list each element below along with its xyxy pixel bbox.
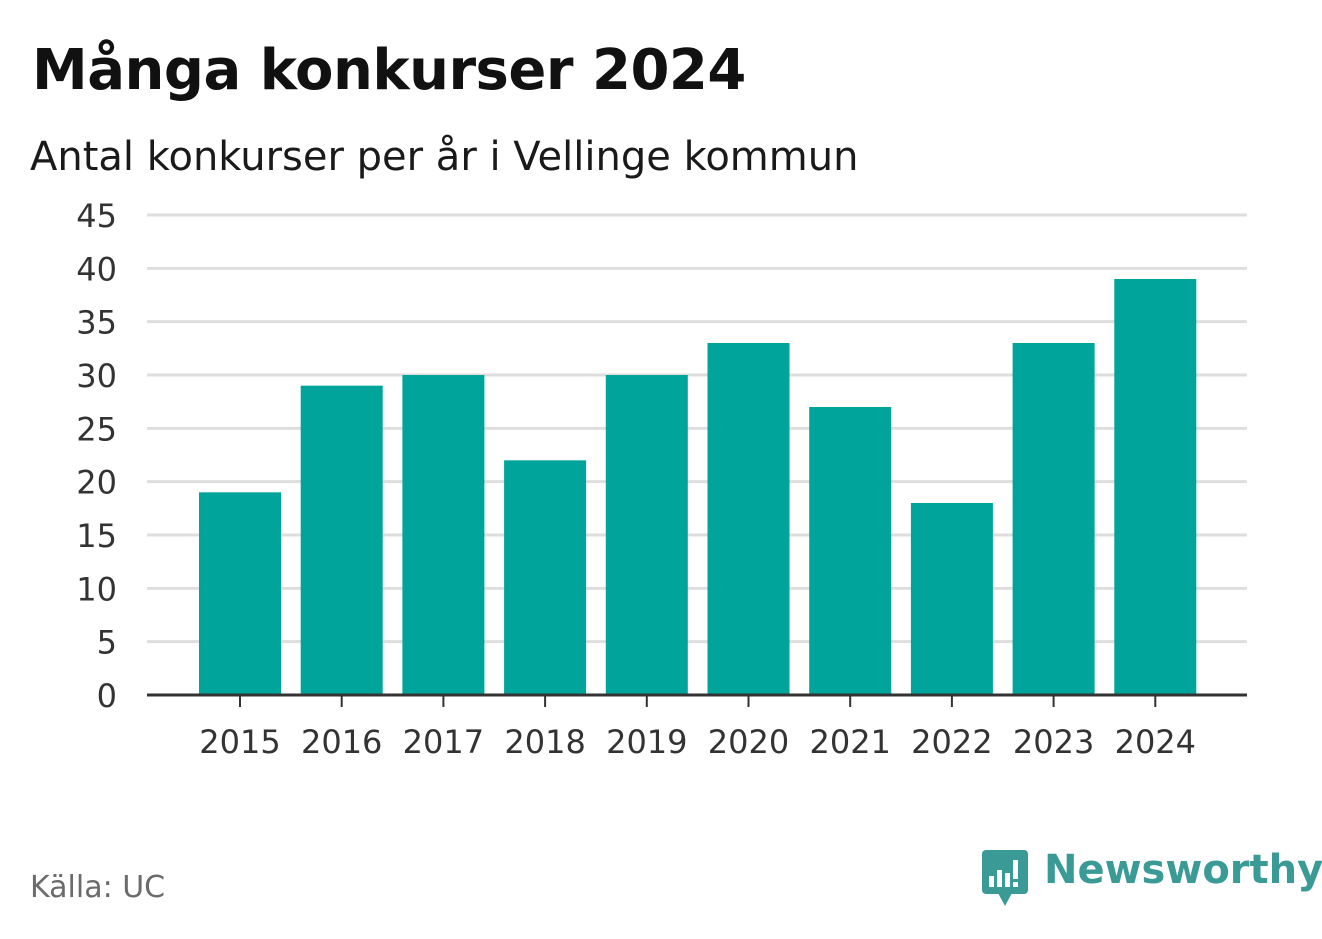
y-tick-label: 30	[76, 357, 117, 395]
x-tick-label: 2024	[1115, 723, 1196, 761]
bars	[199, 279, 1197, 695]
y-tick-label: 10	[76, 570, 117, 608]
chart-title: Många konkurser 2024	[32, 38, 746, 103]
x-tick-label: 2017	[403, 723, 484, 761]
x-tick-label: 2020	[708, 723, 789, 761]
x-tick-label: 2022	[911, 723, 992, 761]
bar	[707, 343, 790, 695]
bar	[605, 375, 688, 695]
y-tick-label: 35	[76, 304, 117, 342]
brand-name: Newsworthy	[1044, 847, 1322, 893]
y-tick-label: 20	[76, 464, 117, 502]
bar	[402, 375, 485, 695]
y-tick-label: 40	[76, 250, 117, 288]
x-tick-labels: 2015 2016 2017 2018 2019 2020 2021 2022 2023 2024	[199, 723, 1196, 761]
bar	[504, 460, 587, 695]
y-tick-label: 15	[76, 517, 117, 555]
source-note: Källa: UC	[30, 870, 166, 905]
y-tick-label: 0	[97, 677, 117, 715]
x-tick-marks	[239, 695, 1157, 707]
x-tick-label: 2015	[199, 723, 280, 761]
bar	[910, 503, 993, 695]
y-tick-label: 45	[76, 197, 117, 235]
x-tick-label: 2021	[809, 723, 890, 761]
y-tick-labels: 0 5 10 15 20 25 30 35 40 45	[76, 197, 117, 715]
x-tick-label: 2018	[504, 723, 585, 761]
x-tick-label: 2019	[606, 723, 687, 761]
bar	[300, 385, 383, 695]
x-tick-label: 2023	[1013, 723, 1094, 761]
chart-subtitle: Antal konkurser per år i Vellinge kommun	[30, 134, 859, 180]
newsworthy-brand[interactable]: Newsworthy	[980, 846, 1322, 910]
bar	[1012, 343, 1095, 695]
y-tick-label: 5	[97, 624, 117, 662]
bar	[199, 492, 281, 695]
x-tick-label: 2016	[301, 723, 382, 761]
newsworthy-logo-icon	[982, 850, 1028, 906]
bar	[809, 407, 892, 695]
bar	[1114, 279, 1197, 695]
y-tick-label: 25	[76, 410, 117, 448]
